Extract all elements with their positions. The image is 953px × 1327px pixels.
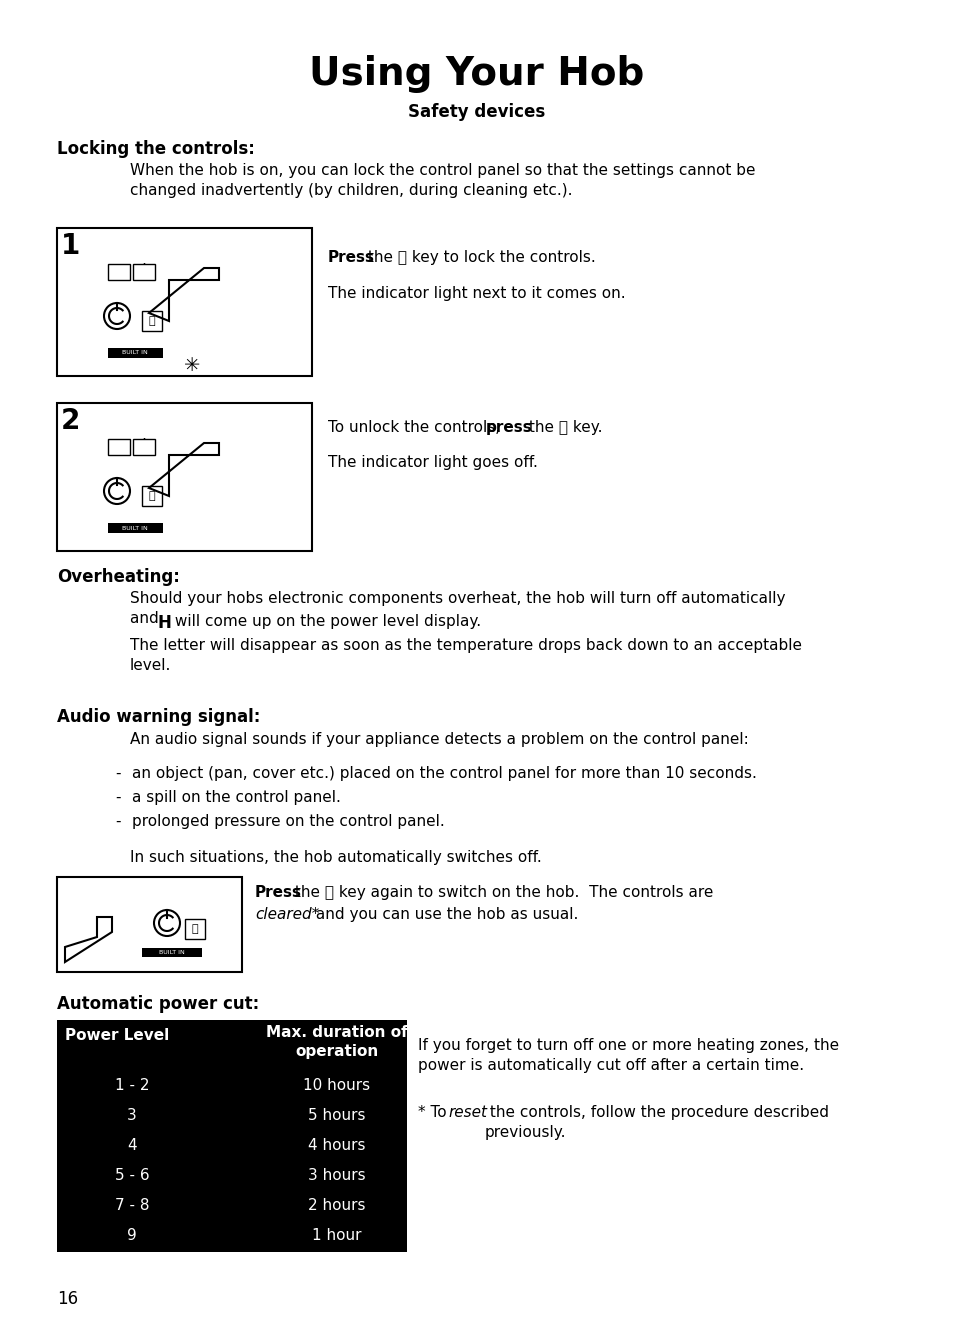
- Text: Press: Press: [328, 249, 375, 265]
- Text: 7 - 8: 7 - 8: [114, 1198, 149, 1213]
- Text: cleared*: cleared*: [254, 906, 319, 922]
- Text: -: -: [115, 790, 120, 805]
- Text: The letter will disappear as soon as the temperature drops back down to an accep: The letter will disappear as soon as the…: [130, 638, 801, 673]
- Bar: [108, 439, 130, 455]
- Bar: [57, 403, 312, 551]
- Text: H: H: [158, 614, 172, 632]
- Text: 9: 9: [127, 1227, 136, 1243]
- Text: ✳: ✳: [184, 356, 200, 376]
- Text: 4 hours: 4 hours: [308, 1139, 365, 1153]
- Text: When the hob is on, you can lock the control panel so that the settings cannot b: When the hob is on, you can lock the con…: [130, 163, 755, 198]
- Text: Overheating:: Overheating:: [57, 568, 180, 587]
- Text: and you can use the hob as usual.: and you can use the hob as usual.: [311, 906, 578, 922]
- Text: the ⓮ key again to switch on the hob.  The controls are: the ⓮ key again to switch on the hob. Th…: [290, 885, 713, 900]
- Text: Power Level: Power Level: [65, 1028, 169, 1043]
- Bar: [142, 311, 162, 330]
- Text: 2 hours: 2 hours: [308, 1198, 365, 1213]
- Text: an object (pan, cover etc.) placed on the control panel for more than 10 seconds: an object (pan, cover etc.) placed on th…: [132, 766, 756, 782]
- Bar: [57, 877, 242, 971]
- Text: the ␡ key to lock the controls.: the ␡ key to lock the controls.: [363, 249, 595, 265]
- Text: 3 hours: 3 hours: [308, 1168, 365, 1182]
- Text: In such situations, the hob automatically switches off.: In such situations, the hob automaticall…: [130, 851, 541, 865]
- Text: will come up on the power level display.: will come up on the power level display.: [170, 614, 480, 629]
- Bar: [185, 920, 205, 940]
- Text: BUILT IN: BUILT IN: [122, 350, 148, 356]
- Text: 🔒: 🔒: [192, 924, 198, 934]
- Text: BUILT IN: BUILT IN: [122, 525, 148, 531]
- Text: 1 - 2: 1 - 2: [114, 1078, 149, 1093]
- Bar: [142, 486, 162, 506]
- Text: 5 hours: 5 hours: [308, 1108, 365, 1123]
- Text: −: −: [110, 435, 125, 453]
- Bar: [108, 264, 130, 280]
- Text: * To: * To: [417, 1105, 451, 1120]
- Text: prolonged pressure on the control panel.: prolonged pressure on the control panel.: [132, 813, 444, 829]
- Text: 🔒: 🔒: [149, 491, 155, 502]
- Text: 1 hour: 1 hour: [312, 1227, 361, 1243]
- Text: Press: Press: [254, 885, 302, 900]
- Bar: [132, 264, 154, 280]
- Text: Locking the controls:: Locking the controls:: [57, 141, 254, 158]
- Bar: [132, 439, 154, 455]
- Text: The indicator light goes off.: The indicator light goes off.: [328, 455, 537, 470]
- Bar: [142, 947, 202, 957]
- Text: press: press: [485, 421, 532, 435]
- Text: If you forget to turn off one or more heating zones, the
power is automatically : If you forget to turn off one or more he…: [417, 1038, 839, 1074]
- Text: 10 hours: 10 hours: [303, 1078, 370, 1093]
- Text: To unlock the controls,: To unlock the controls,: [328, 421, 504, 435]
- Text: a spill on the control panel.: a spill on the control panel.: [132, 790, 340, 805]
- Text: +: +: [136, 260, 152, 277]
- Text: 3: 3: [127, 1108, 136, 1123]
- Text: +: +: [136, 435, 152, 453]
- Text: 2: 2: [61, 407, 80, 435]
- Text: Max. duration of
operation: Max. duration of operation: [266, 1024, 408, 1059]
- Bar: [57, 1020, 407, 1251]
- Text: 4: 4: [127, 1139, 136, 1153]
- Text: Should your hobs electronic components overheat, the hob will turn off automatic: Should your hobs electronic components o…: [130, 591, 784, 626]
- Text: reset: reset: [448, 1105, 486, 1120]
- Bar: [108, 348, 163, 358]
- Text: Safety devices: Safety devices: [408, 104, 545, 121]
- Text: -: -: [115, 813, 120, 829]
- Text: 16: 16: [57, 1290, 78, 1308]
- Text: An audio signal sounds if your appliance detects a problem on the control panel:: An audio signal sounds if your appliance…: [130, 733, 748, 747]
- Text: 1: 1: [61, 232, 80, 260]
- Text: the controls, follow the procedure described
previously.: the controls, follow the procedure descr…: [484, 1105, 828, 1140]
- Text: -: -: [115, 766, 120, 782]
- Text: 5 - 6: 5 - 6: [114, 1168, 150, 1182]
- Text: Using Your Hob: Using Your Hob: [309, 54, 644, 93]
- Text: Audio warning signal:: Audio warning signal:: [57, 709, 260, 726]
- Bar: [57, 228, 312, 376]
- Text: 🔒: 🔒: [149, 316, 155, 326]
- Text: Automatic power cut:: Automatic power cut:: [57, 995, 259, 1013]
- Text: The indicator light next to it comes on.: The indicator light next to it comes on.: [328, 287, 625, 301]
- Text: BUILT IN: BUILT IN: [159, 950, 185, 955]
- Text: −: −: [110, 260, 125, 277]
- Text: the ␡ key.: the ␡ key.: [523, 421, 602, 435]
- Bar: [108, 523, 163, 533]
